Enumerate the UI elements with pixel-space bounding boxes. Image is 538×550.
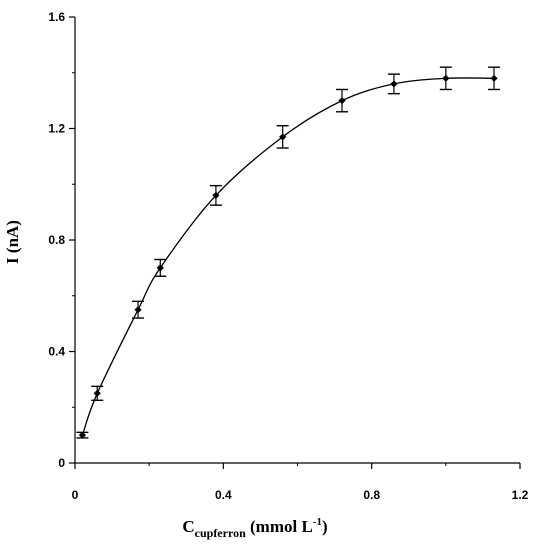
data-point	[78, 431, 87, 439]
data-point	[279, 133, 287, 141]
error-bars	[76, 66, 501, 439]
x-tick-label: 1.2	[512, 488, 529, 502]
data-point	[134, 306, 142, 314]
x-axis-label-superscript: -1	[313, 516, 322, 528]
y-tick-label: 1.2	[48, 122, 65, 136]
x-tick-label: 0	[72, 488, 79, 502]
data-point	[212, 191, 220, 199]
data-point	[490, 74, 498, 82]
y-tick-label: 0	[58, 456, 65, 470]
x-axis-ticks: 0 0.4 0.8 1.2	[72, 463, 529, 502]
x-tick-label: 0.4	[215, 488, 232, 502]
data-point	[390, 80, 398, 88]
x-tick-label: 0.8	[363, 488, 380, 502]
fit-curve	[81, 77, 495, 436]
x-axis-label-main: C	[182, 517, 194, 536]
y-axis-ticks: 0 0.4 0.8 1.2 1.6	[48, 10, 75, 470]
data-point	[442, 74, 450, 82]
data-point	[156, 264, 164, 272]
data-points	[78, 74, 498, 439]
data-point	[93, 389, 101, 397]
y-tick-label: 0.8	[48, 233, 65, 247]
x-axis-label-unit-suffix: )	[322, 517, 328, 536]
data-point	[338, 97, 346, 105]
x-axis-label-subscript: cupferron	[195, 526, 246, 540]
y-tick-label: 0.4	[48, 345, 65, 359]
plot-area: 0 0.4 0.8 1.2 1.6 0 0.4 0.8 1.2	[48, 10, 528, 502]
y-axis-label: I (nA)	[3, 220, 22, 264]
y-tick-label: 1.6	[48, 10, 65, 24]
x-axis-label-unit: (mmol L	[250, 517, 313, 536]
x-axis-label: Ccupferron (mmol L-1)	[182, 516, 327, 540]
